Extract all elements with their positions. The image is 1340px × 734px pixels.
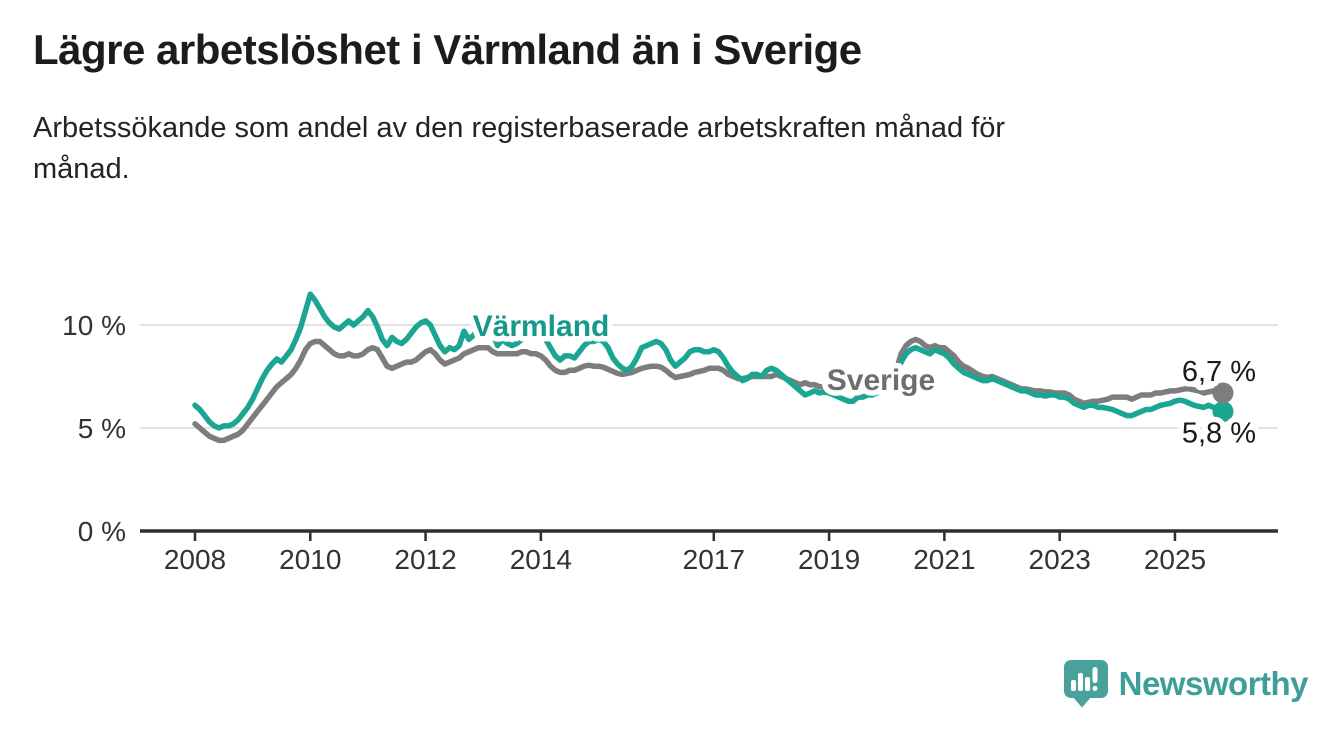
y-axis-label-0: 0 % — [78, 516, 126, 547]
chart-header: Lägre arbetslöshet i Värmland än i Sveri… — [33, 26, 1313, 191]
series-line-värmland — [192, 291, 1226, 431]
newsworthy-logo-text: Newsworthy — [1118, 664, 1309, 702]
x-axis-label-2010: 2010 — [279, 544, 341, 575]
logo-exclamation-stem — [1092, 667, 1098, 683]
end-dot-sverige — [1212, 382, 1234, 404]
x-axis-label-2025: 2025 — [1144, 544, 1206, 575]
chart-subtitle-line-1: Arbetssökande som andel av den registerb… — [33, 112, 1006, 145]
logo-exclamation-dot — [1092, 686, 1098, 691]
x-axis-label-2023: 2023 — [1029, 544, 1091, 575]
newsworthy-logo[interactable]: Newsworthy — [1063, 659, 1309, 708]
series-label-sverige: Sverige — [827, 364, 935, 397]
y-axis-label-5: 5 % — [78, 413, 126, 444]
y-axis-label-10: 10 % — [62, 310, 126, 341]
end-value-label-värmland: 5,8 % — [1182, 418, 1256, 450]
x-axis-label-2021: 2021 — [913, 544, 975, 575]
chart-subtitle-line-2: månad. — [33, 153, 130, 186]
series-label-värmland: Värmland — [473, 310, 610, 343]
chart-title: Lägre arbetslöshet i Värmland än i Sveri… — [33, 26, 862, 73]
logo-bar-tall — [1077, 673, 1083, 691]
chart-subtitle: Arbetssökande som andel av den registerb… — [33, 108, 1313, 190]
logo-bar-small — [1070, 680, 1076, 691]
newsworthy-logo-icon — [1063, 660, 1108, 708]
logo-bar-medium — [1084, 677, 1090, 691]
x-axis-label-2014: 2014 — [510, 544, 572, 575]
x-axis-label-2019: 2019 — [798, 544, 860, 575]
x-axis-label-2008: 2008 — [164, 544, 226, 575]
end-value-label-sverige: 6,7 % — [1182, 356, 1256, 388]
x-axis-label-2012: 2012 — [394, 544, 456, 575]
x-axis-label-2017: 2017 — [683, 544, 745, 575]
end-dot-värmland — [1212, 401, 1234, 423]
